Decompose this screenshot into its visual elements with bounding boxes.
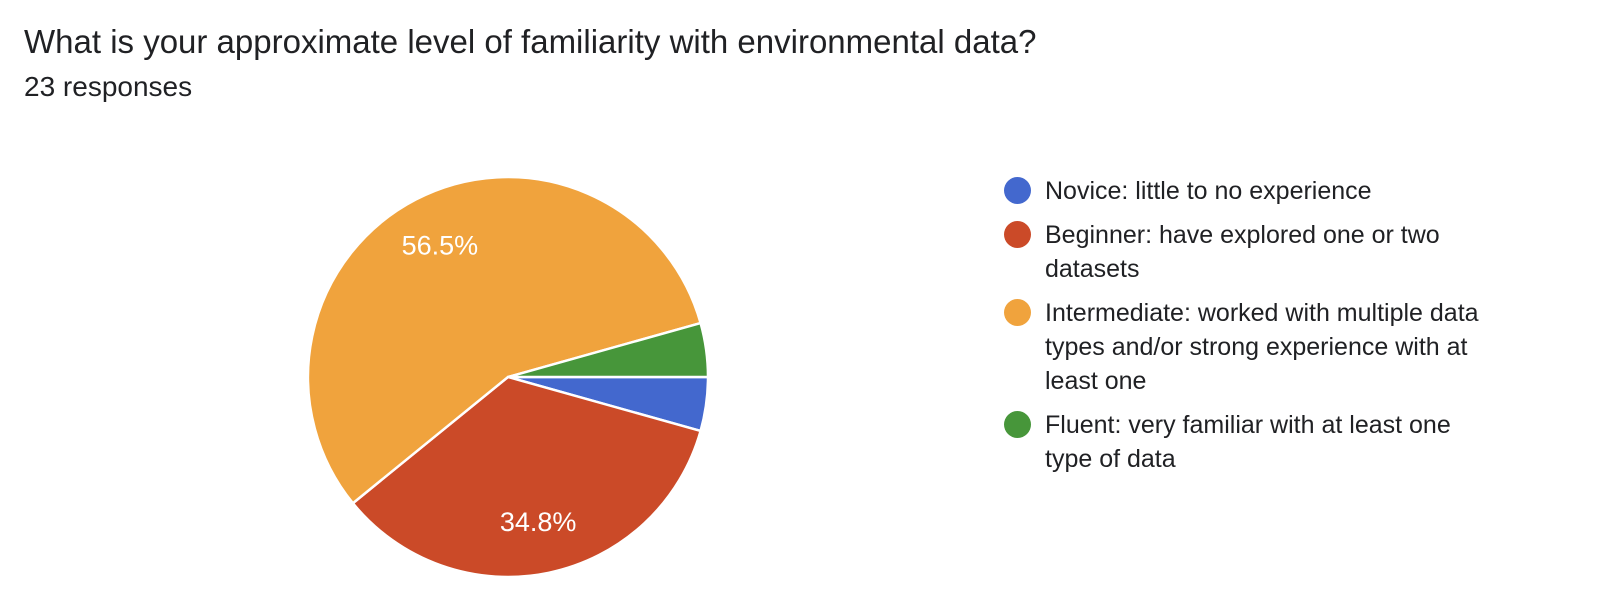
legend-item-intermediate: Intermediate: worked with multiple data … <box>1004 296 1484 398</box>
question-title: What is your approximate level of famili… <box>24 23 1037 60</box>
legend-label-intermediate: Intermediate: worked with multiple data … <box>1045 299 1479 395</box>
legend-item-novice: Novice: little to no experience <box>1004 174 1484 208</box>
pie-slice-fluent[interactable] <box>506 321 710 379</box>
legend-label-fluent: Fluent: very familiar with at least one … <box>1045 411 1451 473</box>
pie-chart: 34.8% 56.5% <box>306 175 710 579</box>
pie-slice-percent-label-beginner: 34.8% <box>500 507 577 537</box>
chart-legend: Novice: little to no experience Beginner… <box>1004 174 1484 476</box>
legend-swatch-fluent <box>1004 411 1031 438</box>
legend-swatch-beginner <box>1004 221 1031 248</box>
pie-slice-percent-label-intermediate: 56.5% <box>402 231 479 261</box>
pie-slice-intermediate[interactable] <box>306 175 702 505</box>
legend-item-fluent: Fluent: very familiar with at least one … <box>1004 408 1484 476</box>
legend-label-beginner: Beginner: have explored one or two datas… <box>1045 221 1440 283</box>
responses-count: 23 responses <box>24 71 193 102</box>
legend-label-novice: Novice: little to no experience <box>1045 177 1372 205</box>
legend-item-beginner: Beginner: have explored one or two datas… <box>1004 218 1484 286</box>
legend-swatch-intermediate <box>1004 299 1031 326</box>
pie-slice-beginner[interactable] <box>351 375 702 579</box>
legend-swatch-novice <box>1004 177 1031 204</box>
